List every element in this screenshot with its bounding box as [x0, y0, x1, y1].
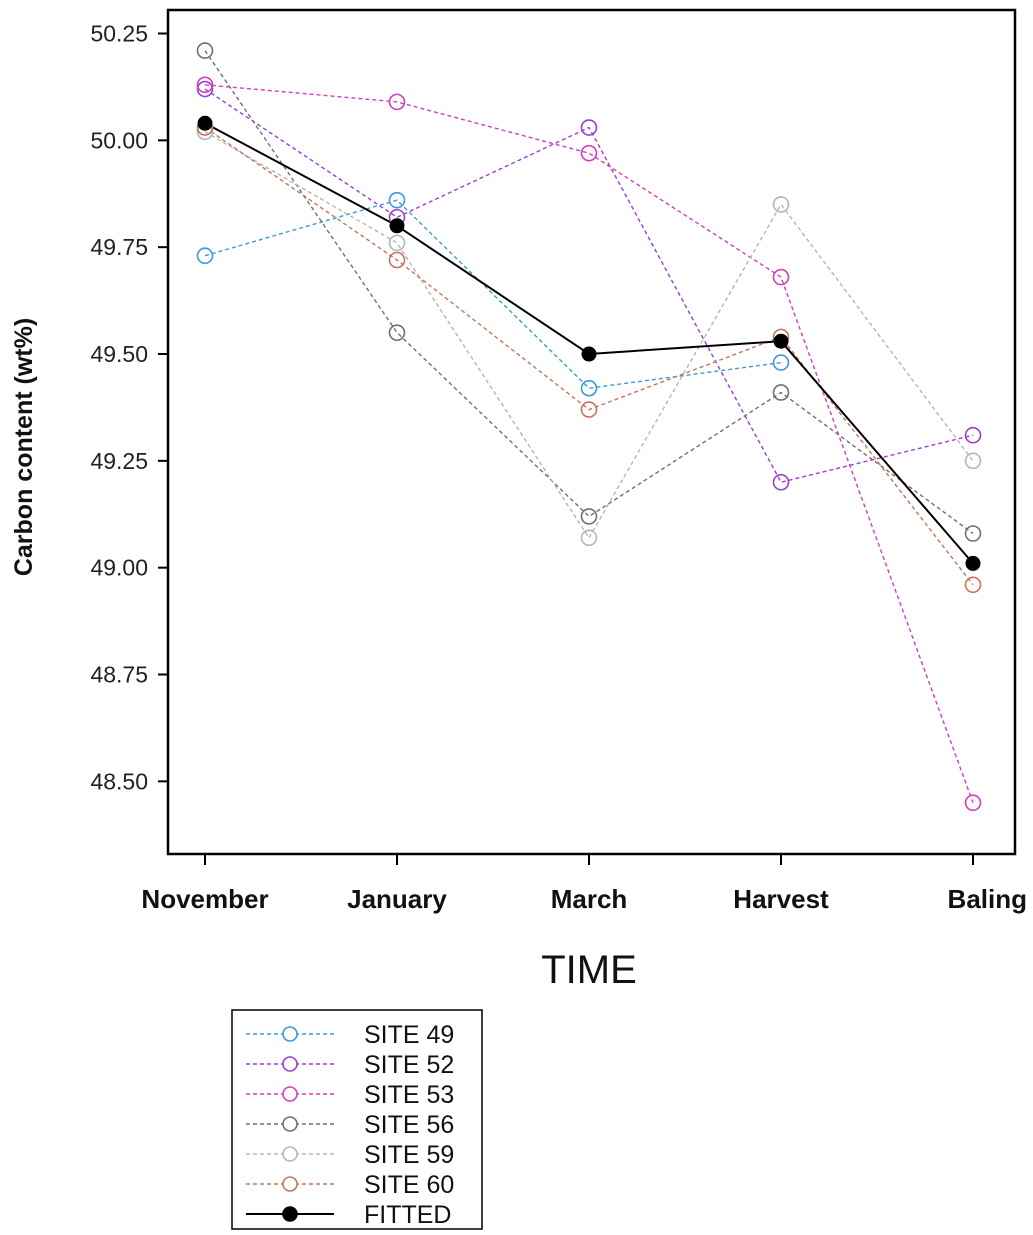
plot-frame — [166, 8, 1017, 856]
data-point-site-49 — [772, 354, 790, 371]
y-tick-label: 48.50 — [90, 768, 148, 794]
y-tick-label: 49.75 — [90, 234, 148, 260]
data-point-site-56 — [580, 508, 598, 525]
data-point-site-60 — [388, 251, 406, 269]
legend-marker — [282, 1206, 298, 1222]
series-line-site-59 — [204, 131, 974, 540]
legend-label: SITE 53 — [364, 1081, 454, 1109]
data-point-site-53 — [964, 794, 982, 812]
data-point-fitted — [581, 346, 597, 362]
y-tick-label: 50.25 — [90, 21, 148, 47]
data-point-site-60 — [580, 401, 598, 418]
data-point-site-56 — [196, 42, 214, 59]
data-point-site-49 — [196, 247, 214, 265]
legend-marker — [282, 1056, 298, 1072]
data-point-site-52 — [196, 80, 214, 98]
series-line-site-53 — [204, 84, 974, 803]
data-point-site-59 — [580, 529, 598, 547]
data-point-site-53 — [772, 268, 790, 286]
series-line-site-60 — [204, 126, 974, 586]
legend-marker — [282, 1146, 298, 1162]
legend-marker — [282, 1116, 298, 1132]
data-point-fitted — [965, 555, 981, 571]
y-axis: 48.50 48.75 49.00 49.25 49.50 49.75 50.00 50.25 — [90, 21, 168, 794]
series-lines — [204, 50, 974, 803]
data-point-site-56 — [772, 384, 790, 401]
legend-label: SITE 56 — [364, 1111, 454, 1139]
series-line-site-49 — [204, 199, 782, 389]
legend-marker — [282, 1026, 298, 1042]
data-point-site-59 — [964, 452, 982, 470]
legend-label: SITE 59 — [364, 1141, 454, 1169]
data-point-site-59 — [772, 196, 790, 213]
data-point-site-53 — [196, 76, 214, 94]
x-axis: November January March Harvest Baling — [141, 854, 1027, 914]
y-tick-label: 48.75 — [90, 662, 148, 688]
y-tick-label: 49.25 — [90, 448, 148, 474]
legend-label: SITE 49 — [364, 1021, 454, 1049]
x-tick-label: Harvest — [733, 884, 829, 914]
series-points — [196, 42, 982, 812]
x-tick-label: March — [551, 884, 628, 914]
y-axis-label: Carbon content (wt%) — [10, 318, 38, 576]
data-point-site-56 — [964, 525, 982, 542]
data-point-site-52 — [772, 473, 790, 491]
series-line-site-56 — [204, 50, 974, 535]
data-point-site-49 — [388, 191, 406, 209]
data-point-site-52 — [964, 426, 982, 444]
legend-label: FITTED — [364, 1201, 452, 1229]
series-line-fitted — [204, 122, 974, 565]
data-point-site-52 — [580, 119, 598, 136]
data-point-site-56 — [388, 324, 406, 341]
x-tick-label: Baling — [948, 884, 1027, 914]
series-line-site-52 — [204, 88, 974, 484]
x-tick-label: November — [141, 884, 268, 914]
y-tick-label: 49.00 — [90, 555, 148, 581]
data-point-site-53 — [580, 144, 598, 162]
legend-marker — [282, 1176, 298, 1192]
legend-label: SITE 60 — [364, 1171, 454, 1199]
y-tick-label: 49.50 — [90, 341, 148, 367]
data-point-fitted — [197, 115, 213, 131]
legend-box — [231, 1009, 483, 1230]
x-tick-label: January — [347, 884, 447, 914]
data-point-fitted — [773, 333, 789, 349]
legend-label: SITE 52 — [364, 1051, 454, 1079]
data-point-site-59 — [388, 234, 406, 252]
legend-marker — [282, 1086, 298, 1102]
data-point-site-49 — [580, 379, 598, 397]
x-axis-label: TIME — [541, 948, 637, 992]
data-point-site-60 — [964, 576, 982, 594]
y-tick-label: 50.00 — [90, 127, 148, 153]
data-point-site-53 — [388, 93, 406, 111]
data-point-fitted — [389, 218, 405, 234]
